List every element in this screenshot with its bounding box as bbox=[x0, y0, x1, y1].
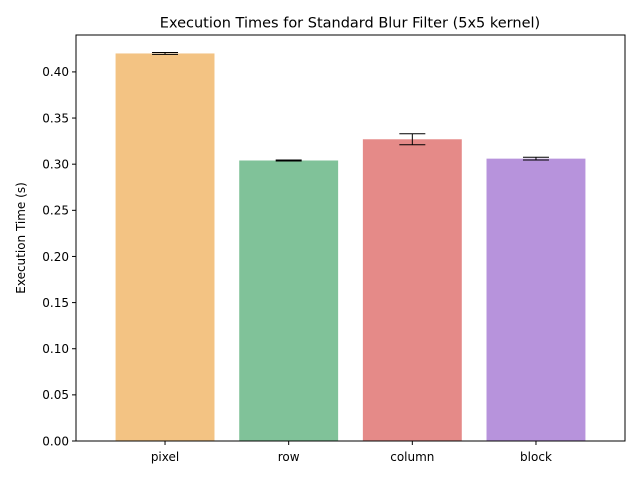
y-tick-label: 0.05 bbox=[42, 388, 69, 402]
y-tick-label: 0.30 bbox=[42, 157, 69, 171]
bars-group bbox=[115, 53, 586, 442]
y-tick-label: 0.15 bbox=[42, 296, 69, 310]
error-bars-group bbox=[152, 52, 549, 162]
y-tick-label: 0.40 bbox=[42, 65, 69, 79]
bar-pixel bbox=[115, 53, 215, 442]
y-tick-label: 0.35 bbox=[42, 111, 69, 125]
y-axis: 0.00 0.05 0.10 0.15 0.20 0.25 0.30 0.35 0.40 bbox=[42, 65, 76, 448]
x-axis: pixel row column block bbox=[151, 441, 552, 464]
x-tick-label-row: row bbox=[278, 450, 300, 464]
y-tick-label: 0.00 bbox=[42, 434, 69, 448]
bar-row bbox=[239, 160, 339, 441]
bar-block bbox=[486, 158, 586, 442]
x-tick-label-pixel: pixel bbox=[151, 450, 179, 464]
plot-frame bbox=[75, 34, 626, 442]
y-tick-label: 0.10 bbox=[42, 342, 69, 356]
y-tick-label: 0.25 bbox=[42, 204, 69, 218]
x-tick-label-block: block bbox=[520, 450, 552, 464]
bar-column bbox=[362, 139, 462, 441]
y-axis-label: Execution Time (s) bbox=[14, 182, 28, 294]
chart-title: Execution Times for Standard Blur Filter… bbox=[160, 16, 540, 32]
x-tick-label-column: column bbox=[390, 450, 434, 464]
y-tick-label: 0.20 bbox=[42, 250, 69, 264]
